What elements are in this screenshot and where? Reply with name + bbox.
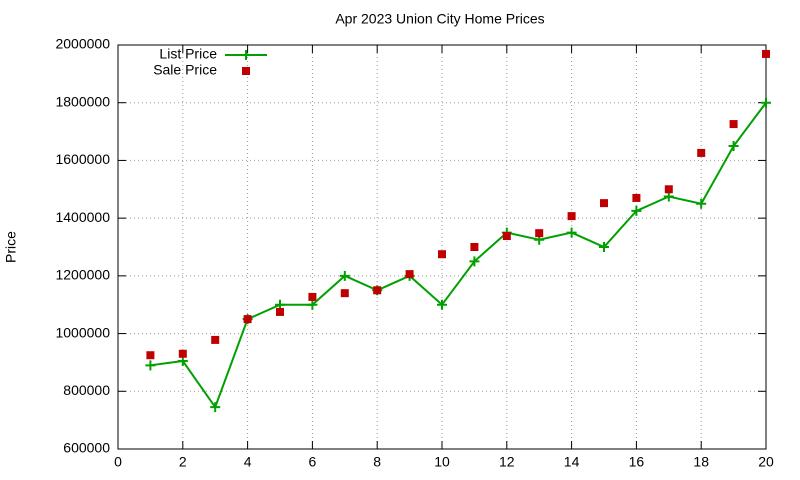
point (438, 250, 446, 259)
point (535, 229, 544, 238)
point (470, 243, 479, 251)
legend-label: List Price (159, 46, 217, 62)
point (146, 351, 155, 360)
chart-title: Apr 2023 Union City Home Prices (335, 11, 544, 27)
point (566, 227, 577, 238)
plot-frame (117, 44, 767, 450)
point (308, 292, 317, 301)
y-tick-label: 600000 (63, 440, 110, 456)
y-tick-label: 1400000 (55, 209, 110, 225)
x-tick-label: 2 (179, 454, 187, 470)
y-tick-label: 1800000 (55, 93, 110, 109)
y-tick-label: 2000000 (55, 36, 110, 52)
x-tick-label: 12 (499, 454, 515, 470)
point (697, 148, 706, 157)
x-tick-label: 0 (114, 454, 122, 470)
point (696, 198, 707, 209)
legend-marker (241, 50, 251, 60)
point (599, 242, 609, 252)
x-tick-label: 14 (564, 454, 580, 470)
point (276, 307, 284, 316)
point (631, 205, 642, 216)
point (340, 289, 349, 298)
y-tick-label: 1200000 (55, 267, 110, 283)
x-tick-label: 4 (244, 454, 252, 470)
point (373, 286, 382, 295)
point (145, 360, 156, 371)
legend-label: Sale Price (153, 62, 217, 78)
x-tick-label: 16 (629, 454, 645, 470)
point (664, 185, 673, 194)
x-tick-label: 20 (758, 454, 774, 470)
point (210, 402, 221, 413)
point (502, 232, 511, 241)
x-tick-label: 6 (309, 454, 317, 470)
point (600, 199, 608, 208)
point (211, 335, 220, 344)
point (729, 120, 738, 129)
point (632, 193, 641, 202)
series-line (150, 102, 767, 410)
point (339, 270, 350, 281)
legend-marker (242, 67, 250, 75)
point (437, 299, 447, 310)
x-tick-label: 18 (693, 454, 709, 470)
point (761, 97, 771, 108)
y-tick-label: 1600000 (55, 151, 110, 167)
point (567, 212, 576, 221)
y-tick-label: 1000000 (55, 324, 110, 340)
point (243, 315, 252, 324)
point (178, 349, 187, 358)
x-tick-label: 10 (434, 454, 450, 470)
y-tick-label: 800000 (63, 382, 110, 398)
point (728, 141, 739, 151)
point (307, 299, 318, 310)
x-tick-label: 8 (373, 454, 381, 470)
point (762, 49, 770, 58)
point (405, 270, 414, 279)
y-axis-label: Price (3, 231, 19, 263)
point (469, 256, 480, 267)
